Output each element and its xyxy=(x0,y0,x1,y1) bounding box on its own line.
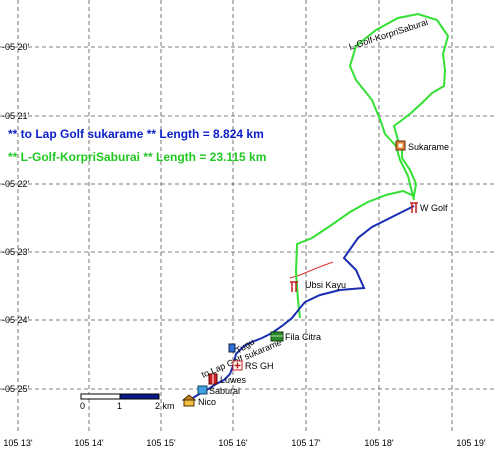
poi-saburai[interactable]: Saburai xyxy=(197,385,240,396)
poi-sukarame[interactable]: Sukarame xyxy=(395,140,449,152)
poi-label: Ubsi Kayu xyxy=(305,280,346,290)
golf-flag-icon xyxy=(290,281,298,292)
map-grid xyxy=(0,0,497,432)
scale-label-zero: 0 xyxy=(80,401,85,411)
camp-icon xyxy=(270,331,284,342)
hospital-icon xyxy=(232,360,243,371)
lat-label: -05 23' xyxy=(2,247,30,257)
golf-flag-icon xyxy=(410,202,418,213)
poi-label: Saburai xyxy=(209,386,240,396)
poi-ubsi-kayu[interactable]: Ubsi Kayu xyxy=(290,280,346,292)
lon-label: 105 13' xyxy=(3,438,33,448)
shop-icon xyxy=(208,373,218,385)
lon-label: 105 19' xyxy=(456,438,486,448)
house-icon xyxy=(181,394,197,407)
lat-label: -05 21' xyxy=(2,111,30,121)
legend-green-track: ** L-Golf-KorpriSaburai ** Length = 23.1… xyxy=(8,150,266,164)
poi-label: W Golf xyxy=(420,203,448,213)
lat-label: -05 20' xyxy=(2,42,30,52)
poi-label: Luwes xyxy=(220,375,247,385)
lat-label: -05 22' xyxy=(2,179,30,189)
green-track[interactable] xyxy=(294,12,450,319)
poi-label: Fila Citra xyxy=(285,332,321,342)
marker-icon xyxy=(197,385,208,395)
scale-label-one: 1 xyxy=(117,401,122,411)
lon-label: 105 15' xyxy=(146,438,176,448)
poi-label: RS GH xyxy=(245,361,274,371)
lon-label: 105 18' xyxy=(364,438,394,448)
poi-rs-gh[interactable]: RS GH xyxy=(232,360,274,371)
poi-fila-citra[interactable]: Fila Citra xyxy=(270,331,321,342)
scale-bar: 0 1 2 km xyxy=(80,393,175,411)
monument-icon xyxy=(228,343,236,353)
building-icon xyxy=(395,140,406,151)
poi-label: Sukarame xyxy=(408,142,449,152)
scale-label-two: 2 km xyxy=(155,401,175,411)
poi-w-golf[interactable]: W Golf xyxy=(410,202,448,213)
poi-nico[interactable]: Nico xyxy=(181,394,216,407)
lon-label: 105 17' xyxy=(291,438,321,448)
legend-blue-track: ** to Lap Golf sukarame ** Length = 8.82… xyxy=(8,127,264,141)
lon-label: 105 16' xyxy=(218,438,248,448)
poi-luwes[interactable]: Luwes xyxy=(208,373,247,385)
lon-label: 105 14' xyxy=(74,438,104,448)
lat-label: -05 25' xyxy=(2,384,30,394)
poi-label: Nico xyxy=(198,397,216,407)
lat-label: -05 24' xyxy=(2,315,30,325)
